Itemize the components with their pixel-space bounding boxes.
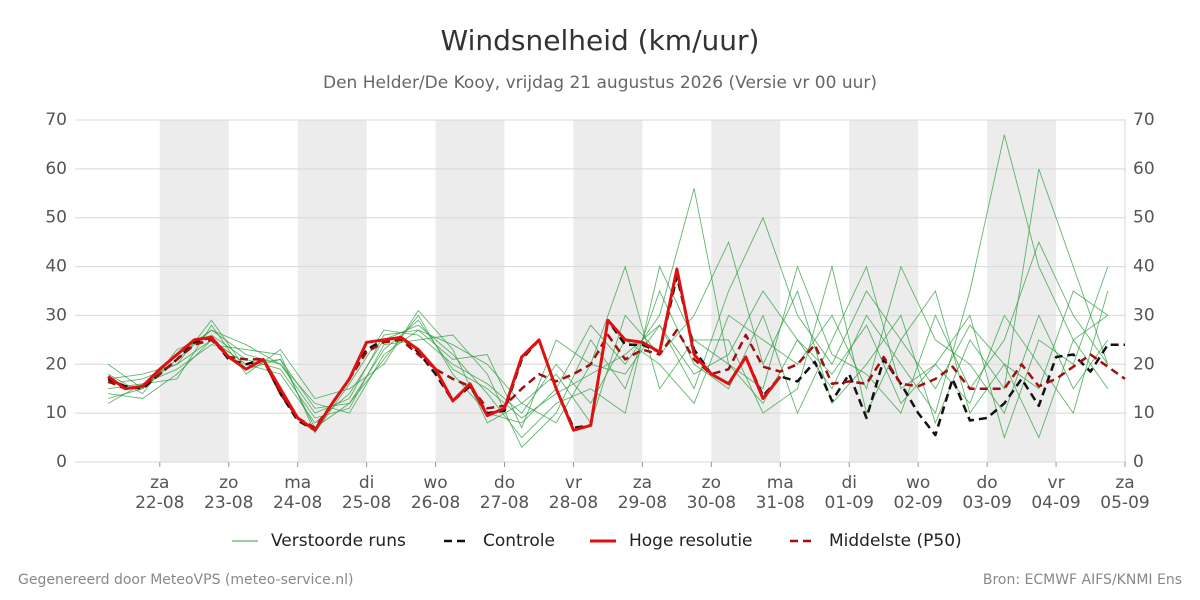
x-tick-label: 29-08	[618, 493, 667, 513]
x-tick-label: 23-08	[204, 493, 253, 513]
x-tick-label: do	[494, 473, 515, 493]
series-line	[107, 328, 1126, 430]
y-tick-label: 0	[56, 452, 67, 472]
y2-tick-label: 60	[1133, 159, 1155, 179]
x-tick-label: zo	[702, 473, 721, 493]
day-shade	[849, 120, 919, 462]
y2-tick-label: 0	[1133, 452, 1144, 472]
legend-label: Verstoorde runs	[271, 531, 406, 551]
series-line	[107, 267, 782, 432]
day-shade	[159, 120, 229, 462]
y-tick-label: 10	[45, 403, 67, 423]
footer-right: Bron: ECMWF AIFS/KNMI Ens	[983, 572, 1182, 588]
y-tick-label: 60	[45, 159, 67, 179]
day-shade	[435, 120, 505, 462]
ensemble-line	[108, 240, 1109, 439]
y-tick-label: 40	[45, 257, 67, 277]
x-tick-label: 05-09	[1100, 493, 1149, 513]
x-tick-label: vr	[1048, 473, 1065, 493]
y2-tick-label: 20	[1133, 354, 1155, 374]
x-tick-label: 03-09	[962, 493, 1011, 513]
x-tick-label: 22-08	[135, 493, 184, 513]
x-tick-label: za	[633, 473, 652, 493]
x-tick-label: 28-08	[549, 493, 598, 513]
ensemble-line	[108, 266, 1109, 440]
y-tick-label: 70	[45, 110, 67, 130]
y2-tick-label: 50	[1133, 208, 1155, 228]
x-tick-label: 04-09	[1031, 493, 1080, 513]
x-tick-label: 31-08	[756, 493, 805, 513]
footer-left: Gegenereerd door MeteoVPS (meteo-service…	[18, 572, 353, 588]
legend-label: Middelste (P50)	[829, 531, 962, 551]
x-tick-label: ma	[767, 473, 794, 493]
x-tick-label: zo	[219, 473, 238, 493]
x-tick-label: di	[359, 473, 375, 493]
x-tick-label: 01-09	[825, 493, 874, 513]
y-tick-label: 30	[45, 305, 67, 325]
x-tick-label: 24-08	[273, 493, 322, 513]
y-tick-label: 50	[45, 208, 67, 228]
chart-title: Windsnelheid (km/uur)	[441, 24, 760, 57]
y2-tick-label: 10	[1133, 403, 1155, 423]
legend-label: Controle	[483, 531, 555, 551]
day-shade	[711, 120, 781, 462]
x-tick-label: 26-08	[411, 493, 460, 513]
x-tick-label: 25-08	[342, 493, 391, 513]
y2-tick-label: 70	[1133, 110, 1155, 130]
day-shade	[573, 120, 643, 462]
y2-tick-label: 30	[1133, 305, 1155, 325]
ensemble-line	[107, 264, 1109, 439]
series-line	[107, 275, 1125, 437]
x-tick-label: do	[977, 473, 998, 493]
y-tick-label: 20	[45, 354, 67, 374]
x-tick-label: za	[1115, 473, 1134, 493]
x-tick-label: wo	[423, 473, 447, 493]
x-tick-label: di	[841, 473, 857, 493]
x-tick-label: wo	[906, 473, 930, 493]
x-tick-label: 27-08	[480, 493, 529, 513]
x-tick-label: vr	[565, 473, 582, 493]
ensemble-line	[108, 168, 1109, 425]
day-shade	[297, 120, 367, 462]
y2-tick-label: 40	[1133, 257, 1155, 277]
x-tick-label: ma	[284, 473, 311, 493]
legend-label: Hoge resolutie	[629, 531, 753, 551]
x-tick-label: za	[150, 473, 169, 493]
x-tick-label: 30-08	[687, 493, 736, 513]
x-tick-label: 02-09	[893, 493, 942, 513]
chart-subtitle: Den Helder/De Kooy, vrijdag 21 augustus …	[323, 73, 877, 93]
